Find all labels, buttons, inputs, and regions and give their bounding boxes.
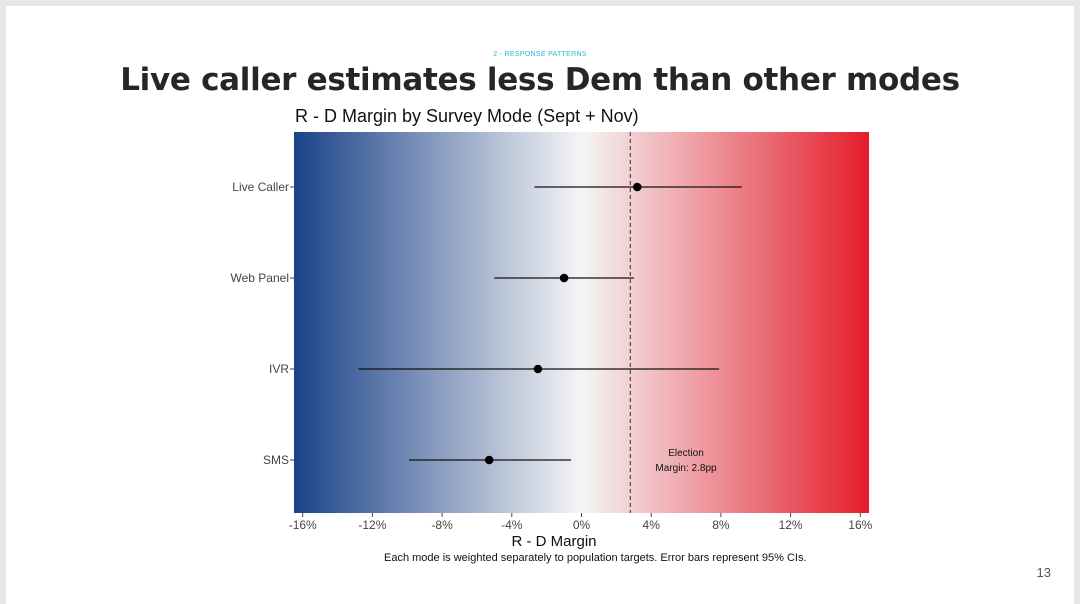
election-label-line1: Election <box>668 448 704 459</box>
y-tick-label: Live Caller <box>232 180 289 194</box>
y-tick-label: IVR <box>269 362 289 376</box>
x-tick-label: 0% <box>573 518 591 532</box>
x-tick-label: 8% <box>712 518 730 532</box>
x-tick-label: -16% <box>289 518 317 532</box>
y-tick-label: SMS <box>263 453 289 467</box>
x-tick-label: 16% <box>848 518 872 532</box>
x-axis-label: R - D Margin <box>511 533 596 550</box>
x-tick-label: 4% <box>643 518 661 532</box>
point-estimate <box>559 273 569 283</box>
point-estimate <box>484 455 494 465</box>
x-tick-label: -4% <box>501 518 523 532</box>
chart-title: R - D Margin by Survey Mode (Sept + Nov) <box>295 106 639 126</box>
slide-title: Live caller estimates less Dem than othe… <box>120 62 960 98</box>
x-tick-label: -8% <box>431 518 453 532</box>
x-tick-label: 12% <box>779 518 803 532</box>
plot-background <box>294 132 869 513</box>
section-label: 2 - RESPONSE PATTERNS <box>493 51 587 58</box>
y-tick-label: Web Panel <box>231 271 289 285</box>
x-tick-label: -12% <box>358 518 386 532</box>
point-estimate <box>632 182 642 192</box>
election-label-line2: Margin: 2.8pp <box>655 463 717 474</box>
point-estimate <box>533 364 543 374</box>
chart-footnote: Each mode is weighted separately to popu… <box>384 552 807 564</box>
page-number: 13 <box>1036 565 1051 580</box>
